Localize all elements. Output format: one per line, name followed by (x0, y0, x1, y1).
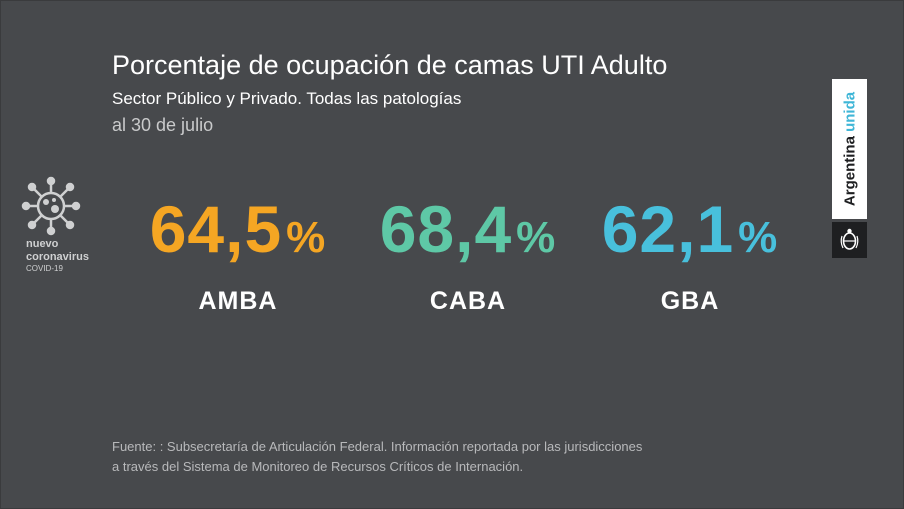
brand-word-2: unida (841, 91, 858, 132)
brand-text: Argentina unida (841, 92, 858, 206)
metric-value: 68,4% (358, 196, 578, 262)
source-line-2: a través del Sistema de Monitoreo de Rec… (112, 459, 524, 474)
metric-label: AMBA (198, 287, 278, 315)
virus-icon (21, 176, 81, 236)
date-label: al 30 de julio (112, 115, 214, 135)
page-title: Porcentaje de ocupación de camas UTI Adu… (112, 50, 668, 80)
argentina-unida-logo: Argentina unida (832, 79, 867, 219)
covid-logo: nuevo coronavirus COVID-19 (18, 176, 98, 276)
coat-of-arms-icon (832, 222, 867, 258)
metric-label: CABA (429, 287, 507, 315)
metric-label: GBA (660, 287, 720, 315)
source-line-1: Fuente: : Subsecretaría de Articulación … (112, 439, 643, 454)
metric-number: 68,4 (379, 192, 513, 266)
covid-logo-line2: coronavirus (26, 251, 89, 263)
page-subtitle: Sector Público y Privado. Todas las pato… (112, 89, 462, 108)
metric-number: 64,5 (149, 192, 283, 266)
metric-unit: % (516, 213, 557, 262)
metric-value: 62,1% (580, 196, 800, 262)
covid-logo-line3: COVID-19 (26, 264, 63, 273)
metric-caba: 68,4% CABA (358, 196, 578, 316)
metric-gba: 62,1% GBA (580, 196, 800, 316)
metric-unit: % (738, 213, 779, 262)
metric-unit: % (286, 213, 327, 262)
source-note: Fuente: : Subsecretaría de Articulación … (112, 437, 642, 477)
brand-word-1: Argentina (841, 136, 858, 207)
metric-number: 62,1 (601, 192, 735, 266)
covid-logo-line1: nuevo (26, 238, 59, 250)
metric-value: 64,5% (128, 196, 348, 262)
metric-amba: 64,5% AMBA (128, 196, 348, 316)
